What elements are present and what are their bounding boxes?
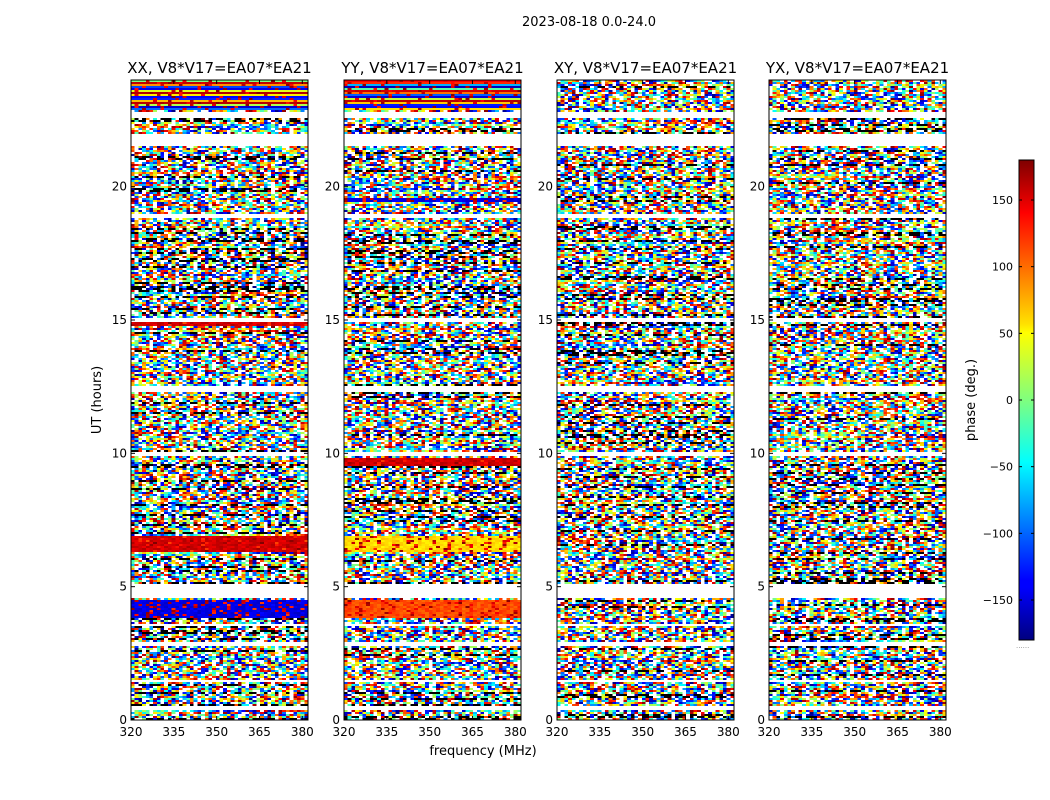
xtick-label: 380: [717, 725, 740, 739]
xtick-label: 380: [929, 725, 952, 739]
colorbar-tick-label: −150: [983, 594, 1013, 607]
panel-title-0: XX, V8*V17=EA07*EA21: [127, 59, 311, 77]
xtick-label: 320: [333, 725, 356, 739]
colorbar: −150 −100 −50 0 50 100 150 phase (deg.) ......: [964, 159, 1035, 650]
xtick-label: 335: [375, 725, 398, 739]
ytick-label: 10: [325, 446, 340, 460]
ytick-label: 20: [538, 180, 553, 194]
xtick-label: 320: [546, 725, 569, 739]
panel-frame-3: [768, 79, 947, 721]
ytick-label: 5: [332, 580, 340, 594]
colorbar-ticks: −150 −100 −50 0 50 100 150: [983, 194, 1034, 607]
panel-0: XX, V8*V17=EA07*EA21 0 5 10 15 20 320 335 350 365…: [112, 59, 314, 739]
panel-3: YX, V8*V17=EA07*EA21 0 5 10 15 20 320 335 350 365…: [750, 59, 952, 739]
panels: XX, V8*V17=EA07*EA21 0 5 10 15 20 320 335 350 365…: [112, 59, 952, 739]
ytick-label: 0: [119, 713, 127, 727]
colorbar-tick-label: 50: [999, 327, 1013, 340]
xtick-label: 350: [631, 725, 654, 739]
xtick-label: 350: [418, 725, 441, 739]
xtick-label: 335: [162, 725, 185, 739]
heatmap-image-3: [769, 80, 946, 720]
x-axis-label: frequency (MHz): [429, 744, 536, 759]
y-axis-label: UT (hours): [90, 366, 105, 434]
colorbar-tick-label: 0: [1006, 394, 1013, 407]
ytick-label: 10: [538, 446, 553, 460]
xtick-label: 350: [843, 725, 866, 739]
colorbar-tick-label: 150: [992, 194, 1013, 207]
ytick-label: 5: [119, 580, 127, 594]
xtick-label: 365: [886, 725, 909, 739]
colorbar-tick-label: −50: [990, 461, 1013, 474]
panel-title-1: YY, V8*V17=EA07*EA21: [340, 59, 523, 77]
ytick-label: 10: [750, 446, 765, 460]
panel-title-3: YX, V8*V17=EA07*EA21: [765, 59, 949, 77]
ytick-label: 5: [545, 580, 553, 594]
xtick-label: 365: [248, 725, 271, 739]
heatmap-image-0: [131, 80, 308, 720]
ytick-label: 20: [750, 180, 765, 194]
colorbar-label: phase (deg.): [964, 359, 979, 441]
colorbar-footer: ......: [1016, 642, 1029, 650]
ytick-label: 15: [538, 313, 553, 327]
panel-2: XY, V8*V17=EA07*EA21 0 5 10 15 20 320 335 350 365…: [538, 59, 740, 739]
figure-title: 2023-08-18 0.0-24.0: [522, 15, 656, 30]
xtick-label: 320: [120, 725, 143, 739]
xtick-label: 380: [504, 725, 527, 739]
ytick-label: 15: [325, 313, 340, 327]
xtick-label: 335: [588, 725, 611, 739]
ytick-label: 20: [325, 180, 340, 194]
heatmap-image-1: [344, 80, 521, 720]
panel-frame-1: [343, 79, 522, 721]
ytick-label: 0: [332, 713, 340, 727]
colorbar-tick-label: −100: [983, 527, 1013, 540]
panel-title-2: XY, V8*V17=EA07*EA21: [554, 59, 737, 77]
xtick-label: 380: [291, 725, 314, 739]
ytick-label: 5: [757, 580, 765, 594]
colorbar-tick-label: 100: [992, 261, 1013, 274]
heatmap-image-2: [557, 80, 734, 720]
ytick-label: 0: [757, 713, 765, 727]
ytick-label: 15: [112, 313, 127, 327]
xtick-label: 335: [800, 725, 823, 739]
panel-frame-2: [556, 79, 735, 721]
ytick-label: 0: [545, 713, 553, 727]
xtick-label: 365: [461, 725, 484, 739]
xtick-label: 320: [758, 725, 781, 739]
ytick-label: 20: [112, 180, 127, 194]
xtick-label: 350: [205, 725, 228, 739]
panel-frame-0: [130, 79, 309, 721]
panel-1: YY, V8*V17=EA07*EA21 0 5 10 15 20 320 335 350 365…: [325, 59, 527, 739]
ytick-label: 15: [750, 313, 765, 327]
xtick-label: 365: [674, 725, 697, 739]
ytick-label: 10: [112, 446, 127, 460]
